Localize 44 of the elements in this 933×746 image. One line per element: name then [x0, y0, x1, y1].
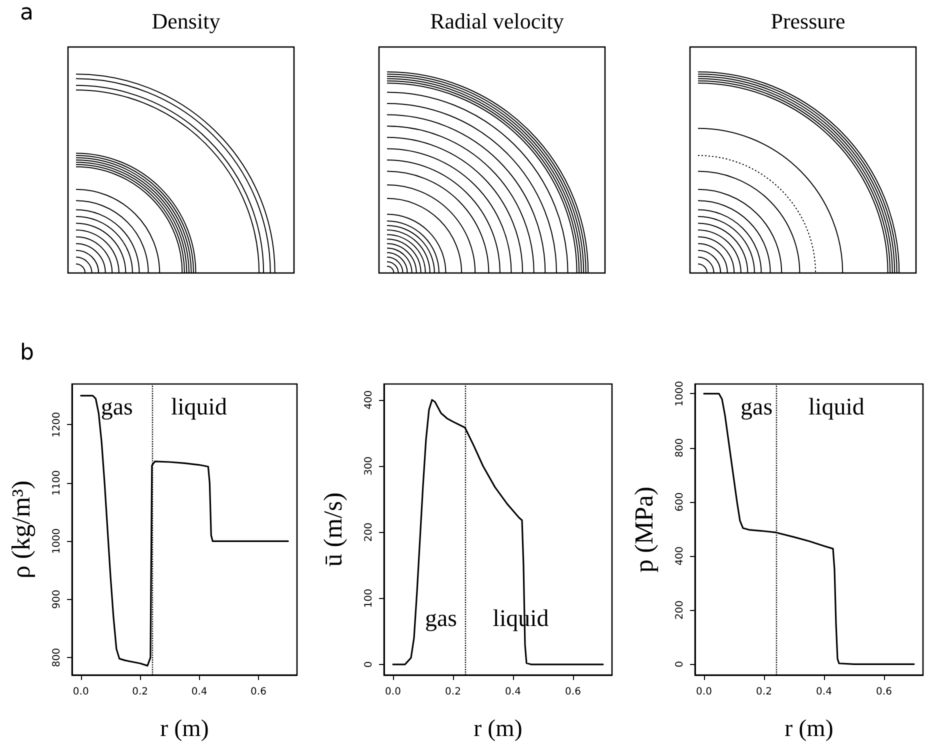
- x-tick-label: 0.0: [696, 686, 712, 698]
- y-axis-title: ū (m/s): [318, 492, 348, 567]
- y-axis-title: ρ (kg/m³): [6, 480, 36, 579]
- y-tick-label: 0: [674, 660, 686, 668]
- y-tick-label: 200: [364, 522, 374, 542]
- annotation: gas: [425, 606, 457, 632]
- annotation: liquid: [170, 394, 227, 421]
- y-tick-label: 400: [674, 546, 686, 566]
- annotation: gas: [740, 394, 773, 421]
- y-tick-label: 200: [674, 600, 686, 620]
- y-tick-label: 600: [674, 492, 686, 512]
- x-tick-label: 0.4: [816, 686, 832, 698]
- y-tick-label: 800: [52, 648, 62, 668]
- y-tick-label: 1000: [674, 381, 686, 406]
- x-tick-label: 0.6: [565, 686, 581, 698]
- text: Pressure: [770, 8, 846, 34]
- y-tick-label: 1000: [52, 528, 62, 554]
- x-tick-label: 0.6: [876, 686, 892, 698]
- y-tick-label: 300: [364, 456, 374, 476]
- y-tick-label: 400: [364, 390, 374, 410]
- y-tick-label: 900: [52, 590, 62, 609]
- y-tick-label: 800: [674, 438, 686, 458]
- text: a: [20, 0, 34, 26]
- x-tick-label: 0.4: [505, 686, 521, 698]
- x-axis-title: r (m): [784, 716, 834, 742]
- x-tick-label: 0.0: [385, 686, 401, 698]
- y-axis-title: p (MPa): [630, 486, 658, 572]
- y-tick-label: 0: [364, 661, 374, 668]
- y-tick-label: 1100: [52, 470, 62, 496]
- x-tick-label: 0.2: [445, 686, 461, 698]
- y-tick-label: 1200: [52, 412, 62, 438]
- text: Radial velocity: [430, 8, 564, 34]
- text: b: [20, 340, 34, 366]
- text: Density: [152, 8, 220, 34]
- x-axis-title: r (m): [474, 716, 522, 742]
- x-tick-label: 0.4: [191, 686, 208, 698]
- x-axis-title: r (m): [160, 716, 209, 742]
- x-tick-label: 0.6: [250, 686, 266, 698]
- x-tick-label: 0.0: [72, 686, 89, 698]
- x-tick-label: 0.2: [132, 686, 148, 698]
- y-tick-label: 100: [364, 588, 374, 608]
- x-tick-label: 0.2: [756, 686, 772, 698]
- annotation: liquid: [808, 394, 864, 421]
- annotation: gas: [100, 394, 133, 421]
